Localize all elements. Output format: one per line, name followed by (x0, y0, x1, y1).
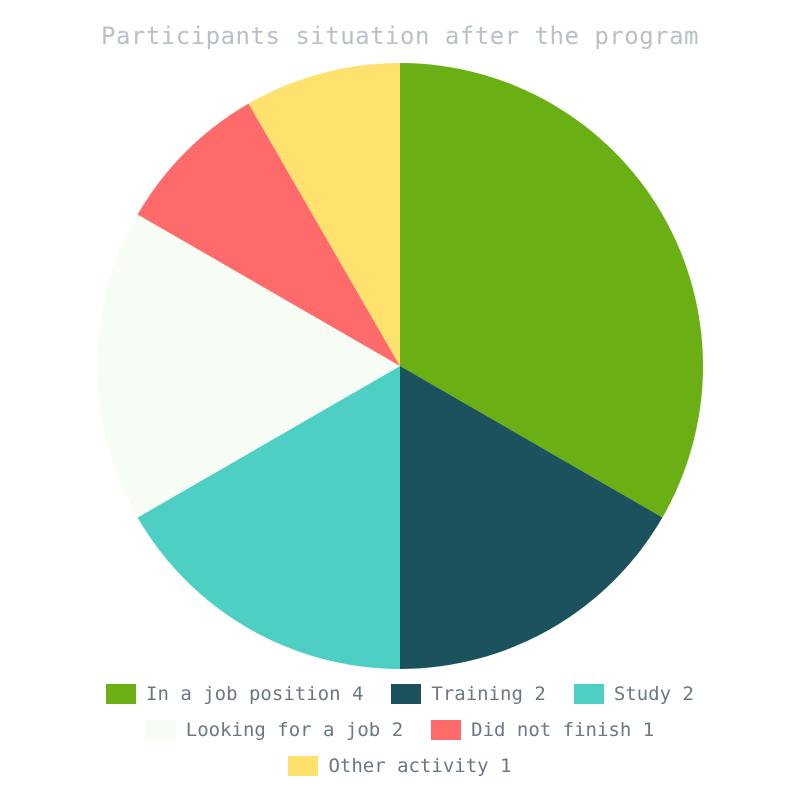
legend-swatch (106, 684, 137, 704)
pie-slice-training[interactable] (400, 366, 663, 669)
chart-title: Participants situation after the program (101, 22, 699, 50)
legend-item-training[interactable]: Training 2 (391, 683, 546, 705)
pie-slice-study[interactable] (137, 366, 400, 669)
legend-label: Other activity (328, 755, 489, 777)
legend-swatch (288, 756, 319, 776)
pie-slice-did-not-finish[interactable] (137, 103, 400, 366)
legend-item-study[interactable]: Study 2 (573, 683, 694, 705)
legend-swatch (391, 684, 422, 704)
legend-row: Looking for a job 2 Did not finish 1 (0, 712, 800, 748)
legend-item-did-not-finish[interactable]: Did not finish 1 (431, 719, 654, 741)
legend-swatch (145, 720, 176, 740)
pie-slice-looking-for-a-job[interactable] (97, 214, 400, 518)
legend-row: Other activity 1 (0, 748, 800, 784)
legend-value: 2 (534, 683, 546, 705)
legend-label: Looking for a job (185, 719, 381, 741)
pie-slice-in-a-job-position[interactable] (400, 63, 704, 518)
legend-value: 1 (642, 719, 655, 741)
legend-value: 1 (500, 755, 512, 777)
legend-value: 2 (391, 719, 404, 741)
legend-label: Training (431, 683, 523, 705)
legend-item-looking-for-a-job[interactable]: Looking for a job 2 (145, 719, 404, 741)
legend-item-in-a-job-position[interactable]: In a job position 4 (106, 683, 363, 705)
legend-label: Did not finish (471, 719, 632, 741)
legend: In a job position 4 Training 2 Study 2 L… (0, 676, 800, 784)
legend-swatch (431, 720, 462, 740)
legend-swatch (573, 684, 604, 704)
legend-row: In a job position 4 Training 2 Study 2 (0, 676, 800, 712)
legend-label: In a job position (146, 683, 341, 705)
legend-item-other-activity[interactable]: Other activity 1 (288, 755, 512, 777)
legend-value: 4 (351, 683, 364, 705)
pie-slice-other-activity[interactable] (248, 63, 401, 366)
pie-slices (97, 63, 704, 669)
legend-label: Study (613, 683, 672, 705)
legend-value: 2 (682, 683, 694, 705)
